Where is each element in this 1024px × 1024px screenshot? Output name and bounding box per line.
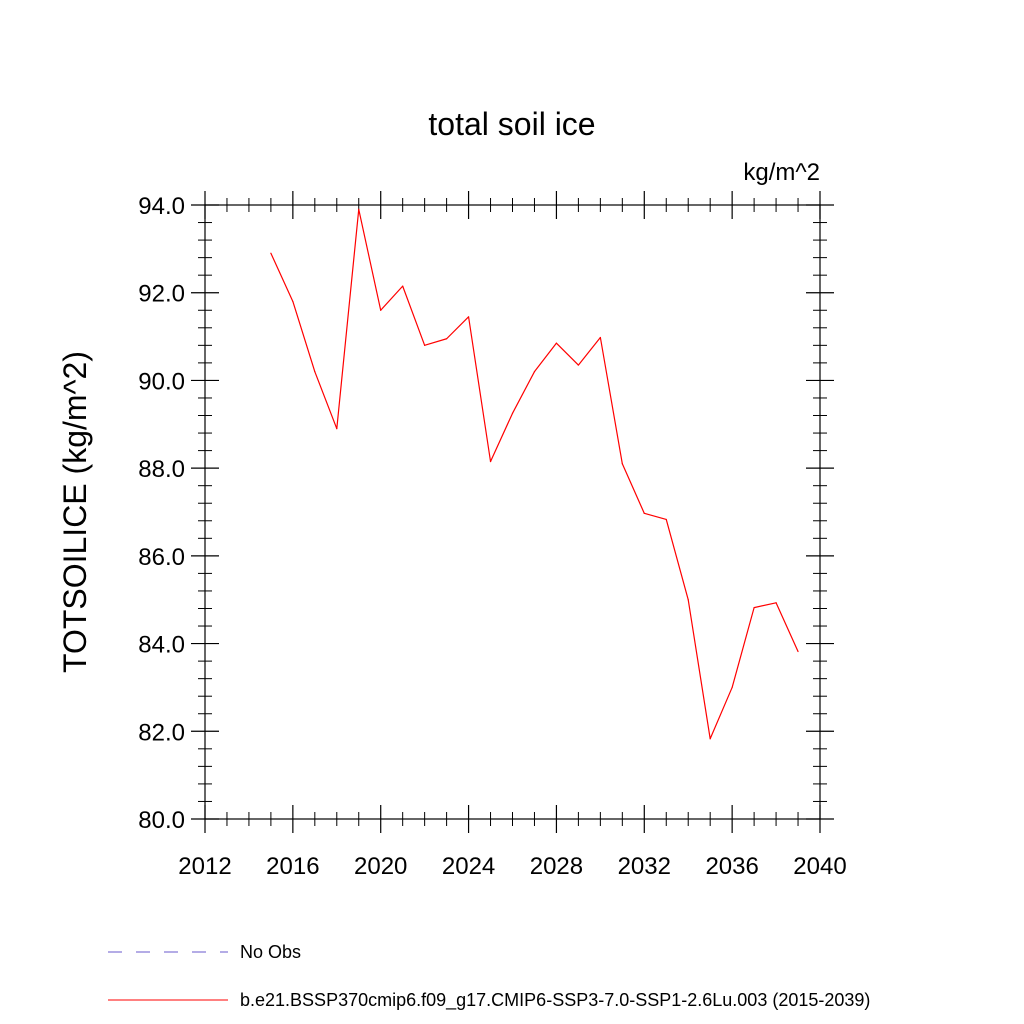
data-point <box>380 309 382 311</box>
legend: No Obs b.e21.BSSP370cmip6.f09_g17.CMIP6-S… <box>108 942 870 1011</box>
data-point <box>709 738 711 740</box>
x-tick-label: 2028 <box>530 853 583 880</box>
data-point <box>621 463 623 465</box>
x-tick-label: 2036 <box>705 853 758 880</box>
legend-label: No Obs <box>240 942 301 962</box>
y-tick-label: 80.0 <box>138 807 185 834</box>
chart-title: total soil ice <box>428 106 595 142</box>
series-line <box>270 208 799 740</box>
y-tick-label: 82.0 <box>138 719 185 746</box>
units-label: kg/m^2 <box>743 159 820 186</box>
y-tick-label: 88.0 <box>138 456 185 483</box>
x-tick-label: 2012 <box>178 853 231 880</box>
data-point <box>687 599 689 601</box>
axis-tick-labels: 2012 2016 2020 2024 2028 2032 2036 2040 80.0 82.0… <box>138 193 846 880</box>
data-point <box>555 342 558 344</box>
plot-frame <box>204 204 821 820</box>
axis-ticks <box>191 191 834 833</box>
data-point <box>577 364 579 366</box>
data-point <box>292 300 294 303</box>
y-tick-label: 94.0 <box>138 193 185 220</box>
x-tick-label: 2032 <box>618 853 671 880</box>
data-point <box>533 371 536 373</box>
data-point <box>446 338 448 340</box>
data-point <box>358 208 360 210</box>
data-point <box>489 460 492 463</box>
y-tick-label: 90.0 <box>138 368 185 395</box>
y-tick-label: 92.0 <box>138 281 185 308</box>
y-tick-label: 86.0 <box>138 544 185 571</box>
data-series <box>270 208 799 740</box>
y-tick-label: 84.0 <box>138 632 185 659</box>
data-point <box>336 428 338 430</box>
data-point <box>511 412 514 414</box>
data-point <box>731 686 733 689</box>
data-point <box>270 252 272 254</box>
data-point <box>797 650 799 653</box>
data-point <box>402 285 404 287</box>
data-point <box>775 602 777 604</box>
data-point <box>599 336 601 339</box>
data-point <box>314 371 316 373</box>
legend-label: b.e21.BSSP370cmip6.f09_g17.CMIP6-SSP3-7.… <box>240 990 870 1011</box>
data-point <box>665 518 667 521</box>
x-tick-label: 2040 <box>793 853 846 880</box>
data-point <box>753 607 755 609</box>
data-point <box>467 316 470 318</box>
y-axis-label: TOTSOILICE (kg/m^2) <box>57 351 93 673</box>
data-point <box>643 512 645 514</box>
x-tick-label: 2016 <box>266 853 319 880</box>
x-tick-label: 2020 <box>354 853 407 880</box>
data-point <box>424 344 426 346</box>
x-tick-label: 2024 <box>442 853 495 880</box>
